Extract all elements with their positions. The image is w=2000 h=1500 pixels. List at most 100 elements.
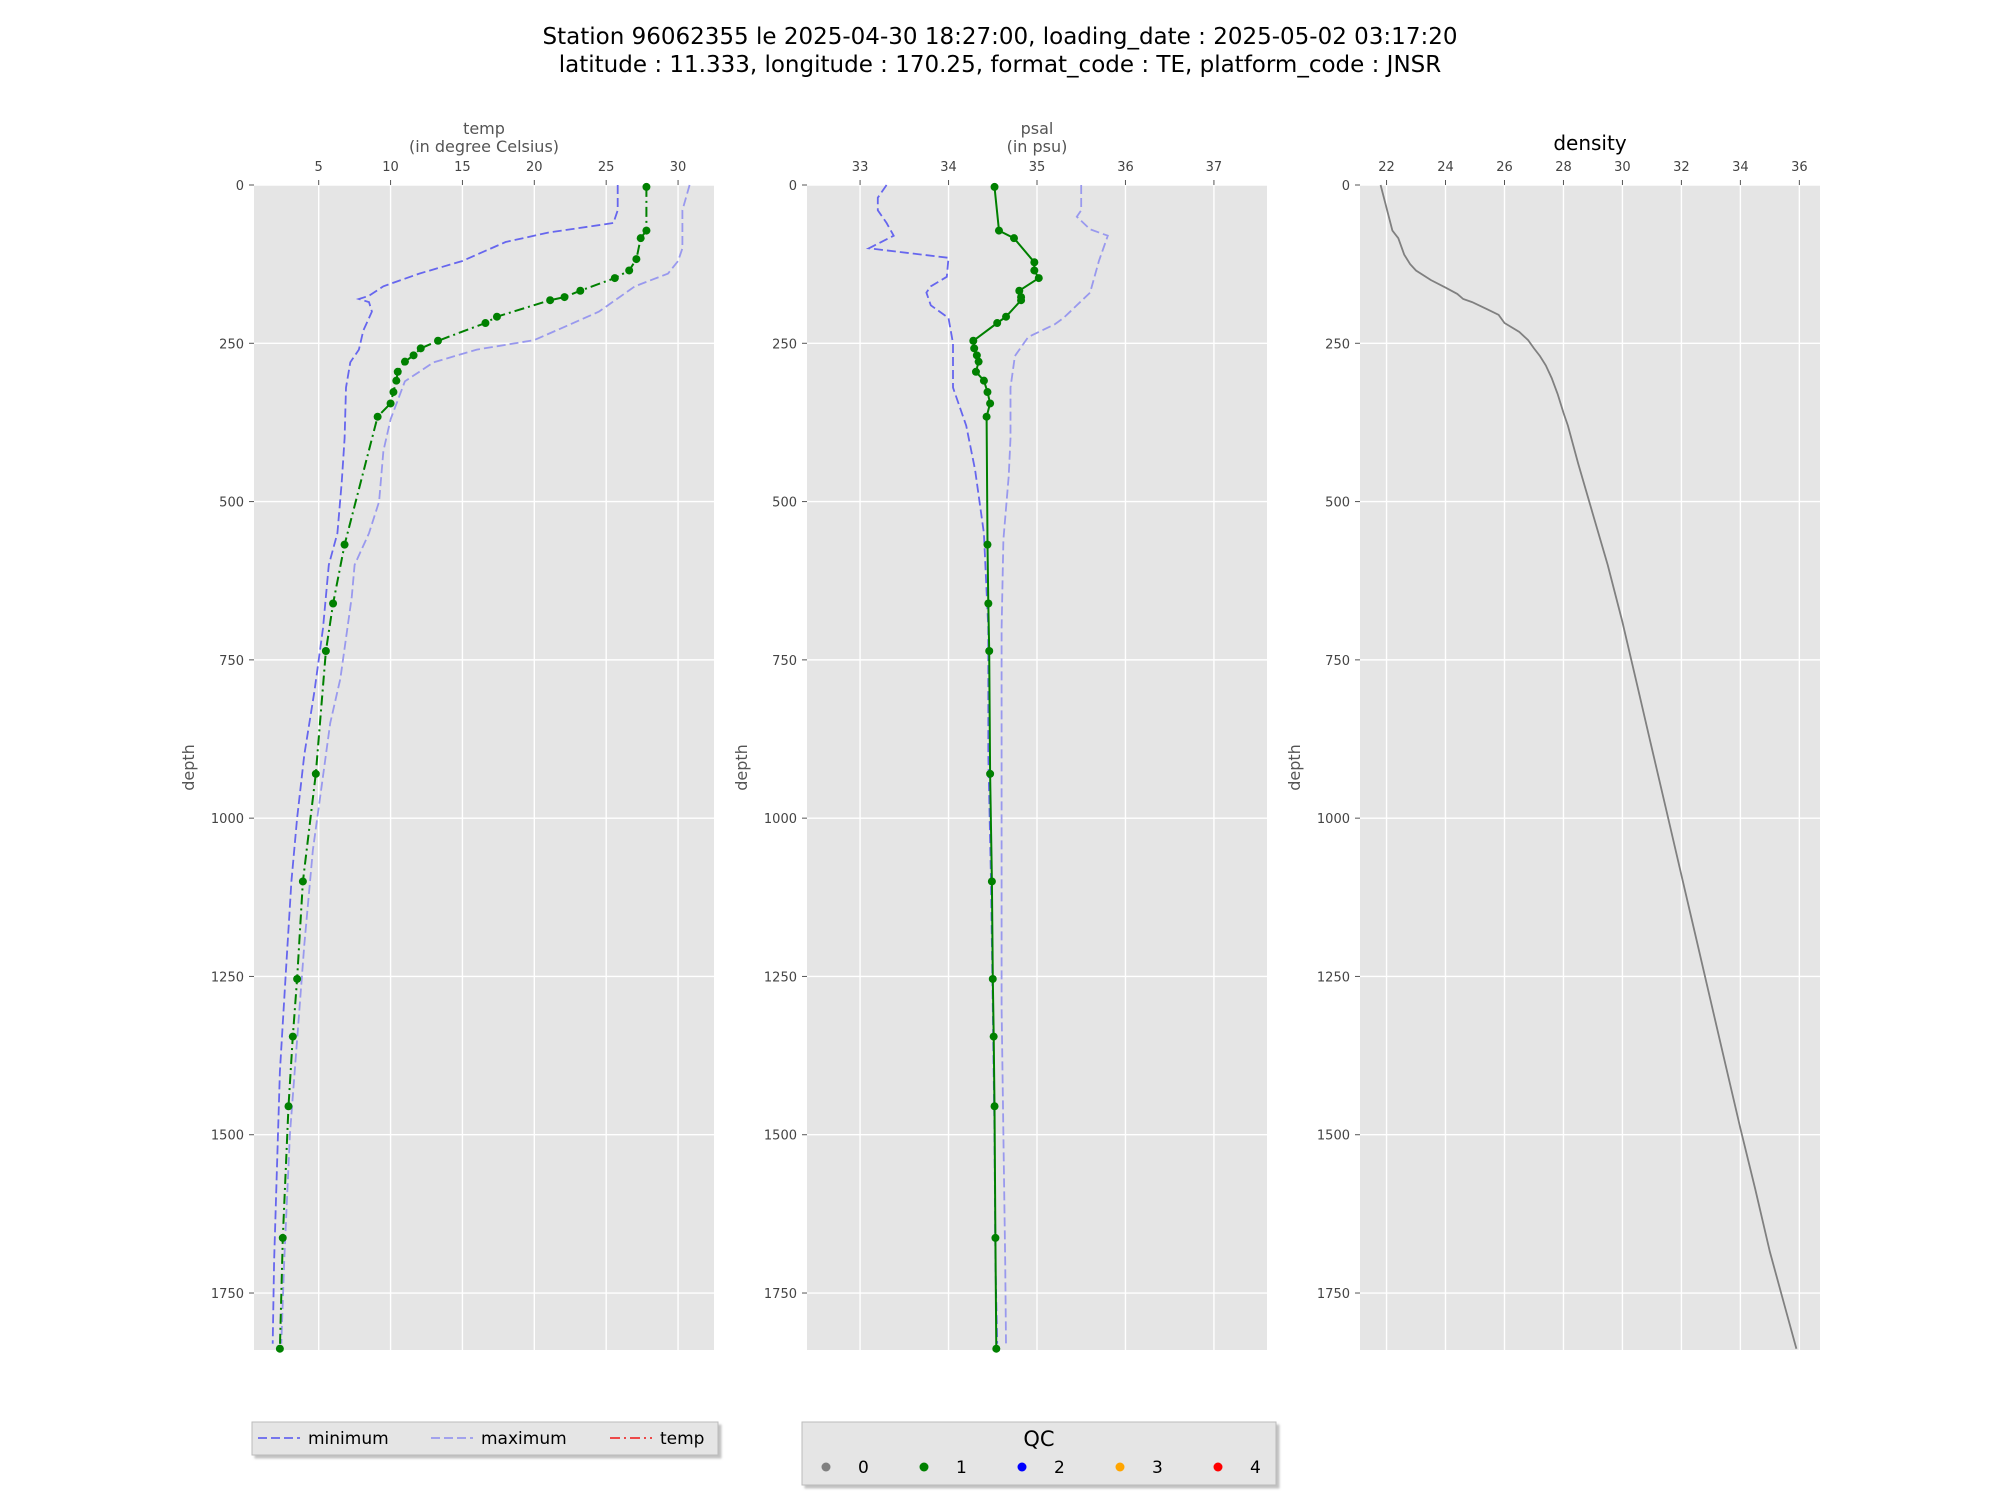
x-tick-label: 34 bbox=[940, 160, 957, 175]
data-point bbox=[576, 286, 585, 295]
y-tick-label: 1250 bbox=[211, 970, 244, 985]
data-point bbox=[546, 296, 555, 305]
data-point bbox=[979, 376, 988, 385]
data-point bbox=[416, 344, 425, 353]
x-tick-label: 25 bbox=[598, 160, 615, 175]
data-point bbox=[642, 182, 651, 191]
legend-qc-title: QC bbox=[1023, 1427, 1054, 1451]
y-tick-label: 1250 bbox=[1317, 970, 1350, 985]
y-tick-label: 750 bbox=[219, 654, 244, 669]
x-tick-label: 33 bbox=[852, 160, 869, 175]
y-tick-label: 1500 bbox=[211, 1129, 244, 1144]
grid-density bbox=[1360, 184, 1820, 1350]
data-point bbox=[974, 357, 983, 366]
data-point bbox=[393, 367, 402, 376]
legend-qc-marker-1 bbox=[919, 1462, 929, 1472]
data-point bbox=[340, 540, 349, 549]
data-point bbox=[1030, 258, 1039, 267]
data-point bbox=[392, 376, 401, 385]
y-tick-label: 500 bbox=[219, 496, 244, 511]
legend-profile-box bbox=[251, 1421, 719, 1456]
legend-qc-label-0: 0 bbox=[858, 1458, 869, 1478]
data-point bbox=[298, 877, 307, 886]
data-point bbox=[284, 1102, 293, 1111]
x-axis-unit-label: (in degree Celsius) bbox=[409, 137, 559, 156]
data-point bbox=[632, 255, 641, 264]
panel-psal: 33 34 35 36 37 0 250 500 750 1000 1250 1500 1750 psal… bbox=[732, 119, 1267, 1353]
x-tick-label: 37 bbox=[1206, 160, 1223, 175]
series-line-maximum bbox=[1000, 185, 1109, 1344]
data-point bbox=[560, 293, 569, 302]
data-point bbox=[971, 367, 980, 376]
data-point bbox=[373, 412, 382, 421]
data-point bbox=[389, 388, 398, 397]
data-point bbox=[983, 388, 992, 397]
x-tick-label: 36 bbox=[1791, 160, 1808, 175]
y-tick-label: 1750 bbox=[1317, 1287, 1350, 1302]
data-point bbox=[970, 344, 979, 353]
data-point bbox=[1010, 234, 1018, 243]
x-tick-label: 28 bbox=[1555, 160, 1572, 175]
x-axis-unit-label: (in psu) bbox=[1007, 137, 1068, 156]
y-tick-label: 750 bbox=[1325, 654, 1350, 669]
data-point bbox=[985, 647, 994, 655]
data-point bbox=[311, 769, 320, 778]
data-point bbox=[992, 1344, 1001, 1353]
x-tick-label: 10 bbox=[382, 160, 399, 175]
legend-qc-box bbox=[801, 1421, 1277, 1486]
data-point bbox=[386, 399, 395, 408]
x-tick-label: 30 bbox=[670, 160, 687, 175]
x-tick-label: 35 bbox=[1029, 160, 1046, 175]
legend-label-temp: temp bbox=[660, 1429, 704, 1449]
legend-qc-label-4: 4 bbox=[1250, 1458, 1261, 1478]
data-point bbox=[993, 319, 1002, 328]
series-line-density bbox=[1379, 184, 1798, 1349]
legend-qc-label-2: 2 bbox=[1054, 1458, 1065, 1478]
y-tick-label: 1000 bbox=[211, 812, 244, 827]
x-tick-label: 15 bbox=[454, 160, 471, 175]
data-point bbox=[492, 312, 501, 321]
data-point bbox=[278, 1233, 287, 1242]
data-point bbox=[1002, 312, 1011, 321]
y-tick-label: 1250 bbox=[764, 970, 797, 985]
y-tick-label: 1000 bbox=[1317, 812, 1350, 827]
series-markers-temp bbox=[275, 182, 651, 1353]
y-tick-label: 750 bbox=[772, 654, 797, 669]
y-axis-label: depth bbox=[179, 744, 198, 791]
y-tick-label: 0 bbox=[236, 179, 244, 194]
x-axis-label: psal bbox=[1021, 119, 1054, 138]
data-point bbox=[1017, 296, 1026, 305]
grid-psal bbox=[807, 184, 1267, 1350]
data-point bbox=[409, 351, 418, 360]
data-point bbox=[972, 351, 981, 360]
data-point bbox=[989, 1032, 998, 1041]
y-tick-label: 1750 bbox=[764, 1287, 797, 1302]
y-tick-label: 250 bbox=[1325, 337, 1350, 352]
y-tick-label: 1500 bbox=[764, 1129, 797, 1144]
y-tick-label: 250 bbox=[772, 337, 797, 352]
x-tick-label: 24 bbox=[1437, 160, 1454, 175]
grid-temp bbox=[254, 184, 714, 1350]
x-axis-label: temp bbox=[463, 119, 505, 138]
y-tick-label: 1000 bbox=[764, 812, 797, 827]
y-tick-label: 1500 bbox=[1317, 1129, 1350, 1144]
legend-qc-label-1: 1 bbox=[956, 1458, 967, 1478]
legend-qc-marker-2 bbox=[1017, 1462, 1027, 1472]
legend-qc-label-3: 3 bbox=[1152, 1458, 1163, 1478]
panel-density: 22 24 26 28 30 32 34 36 0 250 500 750 1000 1250 1500 17… bbox=[1285, 131, 1820, 1350]
chart-title-line-1: Station 96062355 le 2025-04-30 18:27:00,… bbox=[542, 24, 1458, 50]
data-point bbox=[288, 1032, 297, 1041]
panel-temp: 5 10 15 20 25 30 0 250 500 750 1000 1250 1500 1750 tem… bbox=[179, 119, 714, 1353]
legend-profile: minimum maximum temp bbox=[251, 1421, 719, 1456]
data-point bbox=[434, 336, 442, 345]
data-point bbox=[1030, 266, 1039, 275]
series-line-maximum bbox=[280, 184, 691, 1344]
plot-area-density bbox=[1360, 185, 1820, 1350]
y-tick-label: 500 bbox=[772, 496, 797, 511]
y-tick-label: 500 bbox=[1325, 496, 1350, 511]
data-point bbox=[990, 182, 999, 191]
y-axis-label: depth bbox=[732, 744, 751, 791]
data-point bbox=[293, 974, 302, 983]
data-point bbox=[988, 974, 997, 983]
